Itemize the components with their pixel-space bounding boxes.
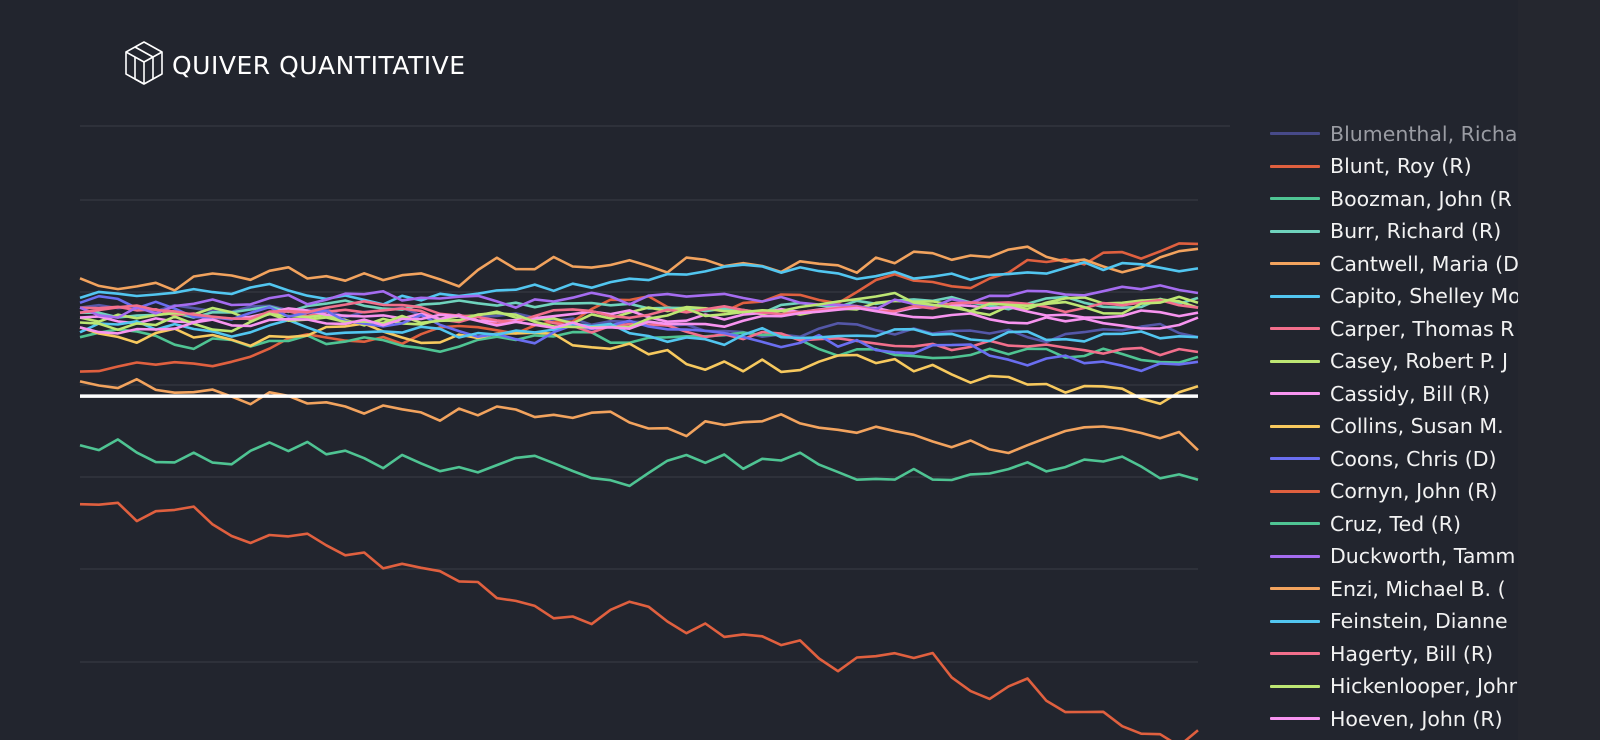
legend-label: Cornyn, John (R) <box>1330 479 1498 503</box>
legend-swatch <box>1270 717 1320 720</box>
series-line <box>79 318 1199 347</box>
legend-swatch <box>1270 359 1320 363</box>
legend-item[interactable]: Cassidy, Bill (R) <box>1270 377 1518 410</box>
legend-swatch <box>1270 262 1320 265</box>
series-line <box>79 501 1199 740</box>
legend-swatch <box>1270 392 1320 395</box>
legend-label: Boozman, John (R <box>1330 186 1512 211</box>
series-line <box>79 298 1199 324</box>
legend-swatch <box>1270 164 1320 168</box>
legend-item[interactable]: Cruz, Ted (R) <box>1270 507 1518 540</box>
series-line <box>79 261 1199 306</box>
legend-label: Hoeven, John (R) <box>1330 706 1503 731</box>
series-line <box>79 377 1199 455</box>
legend-item[interactable]: Duckworth, Tamm <box>1270 540 1518 573</box>
legend-swatch <box>1270 554 1320 558</box>
series-line <box>79 245 1199 292</box>
legend-label: Enzi, Michael B. ( <box>1330 576 1506 601</box>
legend-item[interactable]: Enzi, Michael B. ( <box>1270 572 1518 605</box>
legend-item[interactable]: Burr, Richard (R) <box>1270 215 1518 248</box>
series-line <box>79 322 1199 406</box>
legend-label: Cantwell, Maria (D <box>1330 251 1518 276</box>
legend-item[interactable]: Boozman, John (R <box>1270 182 1518 215</box>
legend-swatch <box>1270 457 1320 460</box>
line-chart <box>79 125 1230 740</box>
legend-label: Capito, Shelley Mo <box>1330 284 1518 308</box>
legend-swatch <box>1270 132 1320 135</box>
series-line <box>79 328 1199 364</box>
legend-item[interactable]: Feinstein, Dianne <box>1270 605 1518 638</box>
legend-label: Burr, Richard (R) <box>1330 219 1502 243</box>
legend-swatch <box>1270 587 1320 590</box>
series-line <box>79 306 1199 335</box>
legend-label: Duckworth, Tamm <box>1330 544 1516 568</box>
grid-lines <box>80 125 1230 663</box>
legend-item[interactable]: Capito, Shelley Mo <box>1270 280 1518 313</box>
series-lines <box>79 242 1199 740</box>
legend-label: Coons, Chris (D) <box>1330 446 1497 471</box>
legend-swatch <box>1270 197 1320 200</box>
right-edge-panel <box>1518 0 1600 740</box>
legend-item[interactable]: Cantwell, Maria (D <box>1270 247 1518 280</box>
brand-name: QUIVER QUANTITATIVE <box>172 50 466 80</box>
legend-swatch <box>1270 684 1320 688</box>
brand-header[interactable]: QUIVER QUANTITATIVE <box>122 40 466 90</box>
legend-item[interactable]: Hoeven, John (R) <box>1270 702 1518 735</box>
series-line <box>79 242 1199 373</box>
legend-label: Hickenlooper, Johr <box>1330 674 1518 698</box>
legend-item[interactable]: Blunt, Roy (R) <box>1270 150 1518 183</box>
legend-swatch <box>1270 229 1320 233</box>
legend-swatch <box>1270 327 1320 330</box>
legend-label: Hagerty, Bill (R) <box>1330 641 1494 666</box>
legend-item[interactable]: Blumenthal, Richa <box>1270 122 1518 150</box>
legend-label: Blumenthal, Richa <box>1330 122 1518 146</box>
legend-item[interactable]: Collins, Susan M. <box>1270 410 1518 443</box>
legend-item[interactable]: Casey, Robert P. J <box>1270 345 1518 378</box>
legend-item[interactable]: Carper, Thomas R <box>1270 312 1518 345</box>
series-line <box>79 291 1199 333</box>
legend-swatch <box>1270 294 1320 298</box>
legend-swatch <box>1270 652 1320 655</box>
cube-wireframe-icon <box>122 40 166 90</box>
legend-label: Collins, Susan M. <box>1330 414 1504 438</box>
legend-item[interactable]: Hickenlooper, Johr <box>1270 670 1518 703</box>
legend-item[interactable]: Cornyn, John (R) <box>1270 475 1518 508</box>
series-line <box>79 284 1199 319</box>
legend-swatch <box>1270 619 1320 623</box>
legend-swatch <box>1270 522 1320 525</box>
legend-swatch <box>1270 424 1320 428</box>
legend-label: Casey, Robert P. J <box>1330 349 1509 373</box>
series-line <box>79 438 1199 488</box>
legend-label: Carper, Thomas R <box>1330 316 1515 341</box>
legend-label: Cruz, Ted (R) <box>1330 511 1461 536</box>
legend-label: Feinstein, Dianne <box>1330 609 1508 633</box>
legend-swatch <box>1270 489 1320 493</box>
legend-label: Cassidy, Bill (R) <box>1330 381 1491 406</box>
legend-label: Blunt, Roy (R) <box>1330 154 1472 178</box>
legend-item[interactable]: Coons, Chris (D) <box>1270 442 1518 475</box>
chart-legend: Blumenthal, Richa Blunt, Roy (R) Boozman, … <box>1270 122 1518 740</box>
legend-item[interactable]: Hagerty, Bill (R) <box>1270 637 1518 670</box>
